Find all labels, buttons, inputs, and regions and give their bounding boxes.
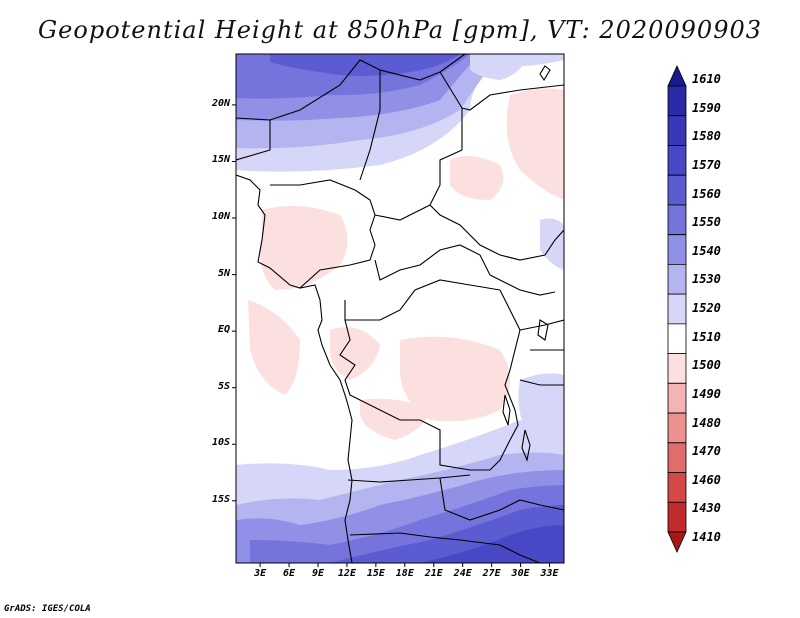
lon-label: 12E: [337, 568, 356, 579]
colorbar-swatch: [667, 204, 687, 236]
colorbar-label: 1540: [692, 243, 721, 258]
lon-label: 9E: [311, 568, 325, 579]
colorbar-label: 1430: [692, 501, 721, 516]
lon-label: 21E: [424, 568, 443, 579]
colorbar-swatch: [667, 234, 687, 265]
map-title: Geopotential Height at 850hPa [gpm], VT:…: [38, 16, 762, 44]
colorbar-label: 1480: [692, 415, 721, 430]
colorbar-swatch: [667, 353, 687, 384]
colorbar-label: 1570: [692, 157, 721, 172]
lon-label: 30E: [511, 568, 530, 579]
colorbar-label: 1500: [692, 358, 721, 373]
lon-label: 18E: [395, 568, 414, 579]
axis-ticks: [232, 104, 551, 567]
colorbar-swatch: [667, 115, 687, 146]
lon-label: 15E: [366, 568, 385, 579]
lon-label: 33E: [540, 568, 559, 579]
colorbar-label: 1520: [692, 301, 721, 315]
lat-label: 20N: [211, 97, 230, 109]
colorbar-label: 1560: [692, 186, 721, 201]
height-field: [236, 54, 564, 563]
colorbar-swatch: [667, 412, 687, 444]
colorbar-swatch: [667, 174, 687, 206]
lat-label: 5N: [217, 267, 230, 279]
colorbar-label: 1490: [692, 386, 721, 401]
lon-label: 24E: [453, 568, 472, 579]
colorbar-label: 1610: [692, 72, 721, 86]
lon-label: 27E: [482, 568, 501, 579]
colorbar-swatch: [667, 263, 687, 295]
colorbar-label: 1530: [692, 272, 721, 287]
colorbar-label: 1470: [692, 444, 721, 459]
lat-label: 10N: [211, 211, 230, 222]
footer-credit: GrADS: IGES/COLA: [4, 604, 91, 614]
lat-label: EQ: [217, 324, 230, 336]
colorbar-swatch: [667, 382, 687, 414]
colorbar-label: 1550: [692, 215, 721, 230]
colorbar-swatch: [667, 85, 687, 117]
colorbar-swatch: [667, 145, 687, 176]
colorbar-swatch: [667, 472, 687, 503]
colorbar-swatch: [667, 293, 687, 325]
lat-label: 15S: [211, 493, 230, 505]
colorbar: [667, 65, 687, 553]
colorbar-swatch: [667, 65, 687, 87]
colorbar-swatch: [667, 501, 687, 533]
colorbar-label: 1510: [692, 329, 721, 344]
colorbar-label: 1460: [692, 472, 721, 487]
colorbar-label: 1410: [692, 530, 721, 544]
lat-label: 15N: [211, 154, 230, 166]
map-frame: [235, 53, 565, 564]
colorbar-swatch: [667, 323, 687, 355]
colorbar-swatch: [667, 531, 687, 553]
lon-label: 3E: [254, 568, 267, 579]
colorbar-label: 1590: [692, 100, 721, 115]
colorbar-swatch: [667, 442, 687, 473]
lon-label: 6E: [283, 568, 296, 579]
colorbar-label: 1580: [692, 129, 721, 144]
lat-label: 5S: [217, 380, 230, 392]
lat-label: 10S: [211, 437, 230, 449]
